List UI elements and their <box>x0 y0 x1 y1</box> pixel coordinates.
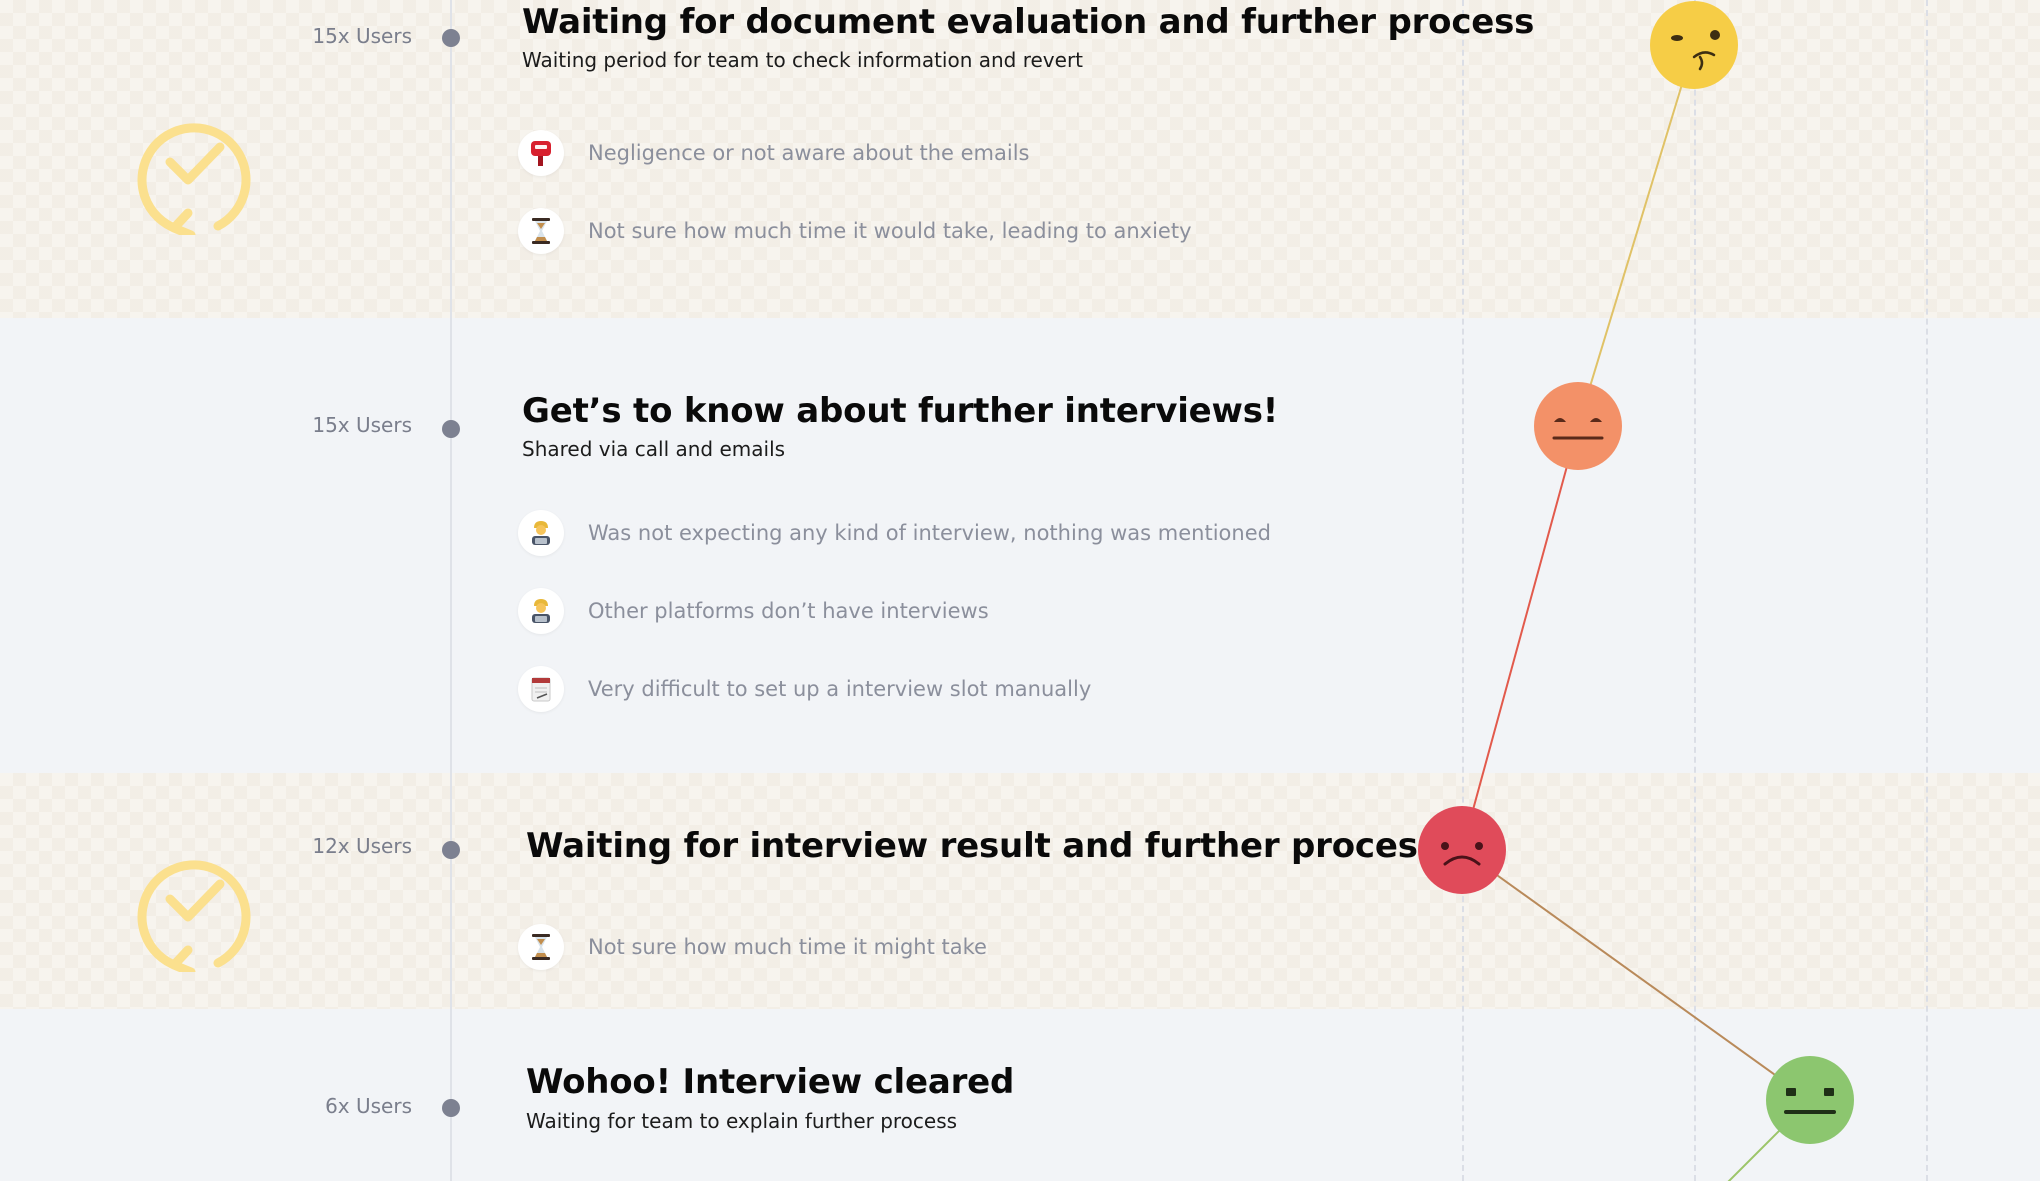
pain-point: Very difficult to set up a interview slo… <box>518 665 1091 713</box>
notepad-icon <box>518 666 564 712</box>
neutral-face-icon <box>1766 1056 1854 1144</box>
stage-title: Waiting for interview result and further… <box>526 826 1438 866</box>
waiting-refresh-check-icon <box>137 123 251 235</box>
pain-point-text: Negligence or not aware about the emails <box>588 141 1030 165</box>
person-laptop-icon <box>518 588 564 634</box>
pain-point-text: Not sure how much time it might take <box>588 935 987 959</box>
hourglass-icon <box>518 208 564 254</box>
user-count: 15x Users <box>312 413 412 437</box>
timeline-dot <box>442 841 460 859</box>
stage-band <box>0 318 2040 773</box>
waiting-refresh-check-icon <box>137 860 251 972</box>
emotion-connector <box>1577 44 1695 427</box>
person-laptop-icon <box>518 510 564 556</box>
guide-column <box>1926 0 1928 1181</box>
user-count: 6x Users <box>325 1094 412 1118</box>
timeline-dot <box>442 1099 460 1117</box>
emotion-connector <box>1461 849 1811 1101</box>
pain-point: Other platforms don’t have interviews <box>518 587 989 635</box>
pain-point: Not sure how much time it might take <box>518 923 987 971</box>
pain-point-text: Not sure how much time it would take, le… <box>588 219 1192 243</box>
stage-subtitle: Waiting period for team to check informa… <box>522 48 1084 72</box>
user-count: 12x Users <box>312 834 412 858</box>
pain-point: Negligence or not aware about the emails <box>518 129 1030 177</box>
thinking-face-icon <box>1650 1 1738 89</box>
sad-face-icon <box>1418 806 1506 894</box>
user-count: 15x Users <box>312 24 412 48</box>
hourglass-icon <box>518 924 564 970</box>
pain-point: Was not expecting any kind of interview,… <box>518 509 1271 557</box>
pain-point-text: Was not expecting any kind of interview,… <box>588 521 1271 545</box>
timeline-axis <box>450 0 452 1181</box>
mailbox-icon <box>518 130 564 176</box>
stage-title: Waiting for document evaluation and furt… <box>522 2 1535 42</box>
guide-column <box>1462 0 1464 1181</box>
stage-band <box>0 1009 2040 1181</box>
stage-title: Get’s to know about further interviews! <box>522 391 1279 431</box>
stage-subtitle: Shared via call and emails <box>522 437 786 461</box>
stage-band-waiting <box>0 773 2040 1009</box>
timeline-dot <box>442 29 460 47</box>
guide-column <box>1694 0 1696 1181</box>
pain-point-text: Very difficult to set up a interview slo… <box>588 677 1092 701</box>
stage-title: Wohoo! Interview cleared <box>526 1062 1015 1102</box>
timeline-dot <box>442 420 460 438</box>
expressionless-face-icon <box>1534 382 1622 470</box>
pain-point: Not sure how much time it would take, le… <box>518 207 1192 255</box>
pain-point-text: Other platforms don’t have interviews <box>588 599 989 623</box>
stage-subtitle: Waiting for team to explain further proc… <box>526 1109 958 1133</box>
emotion-connector <box>1461 425 1579 851</box>
